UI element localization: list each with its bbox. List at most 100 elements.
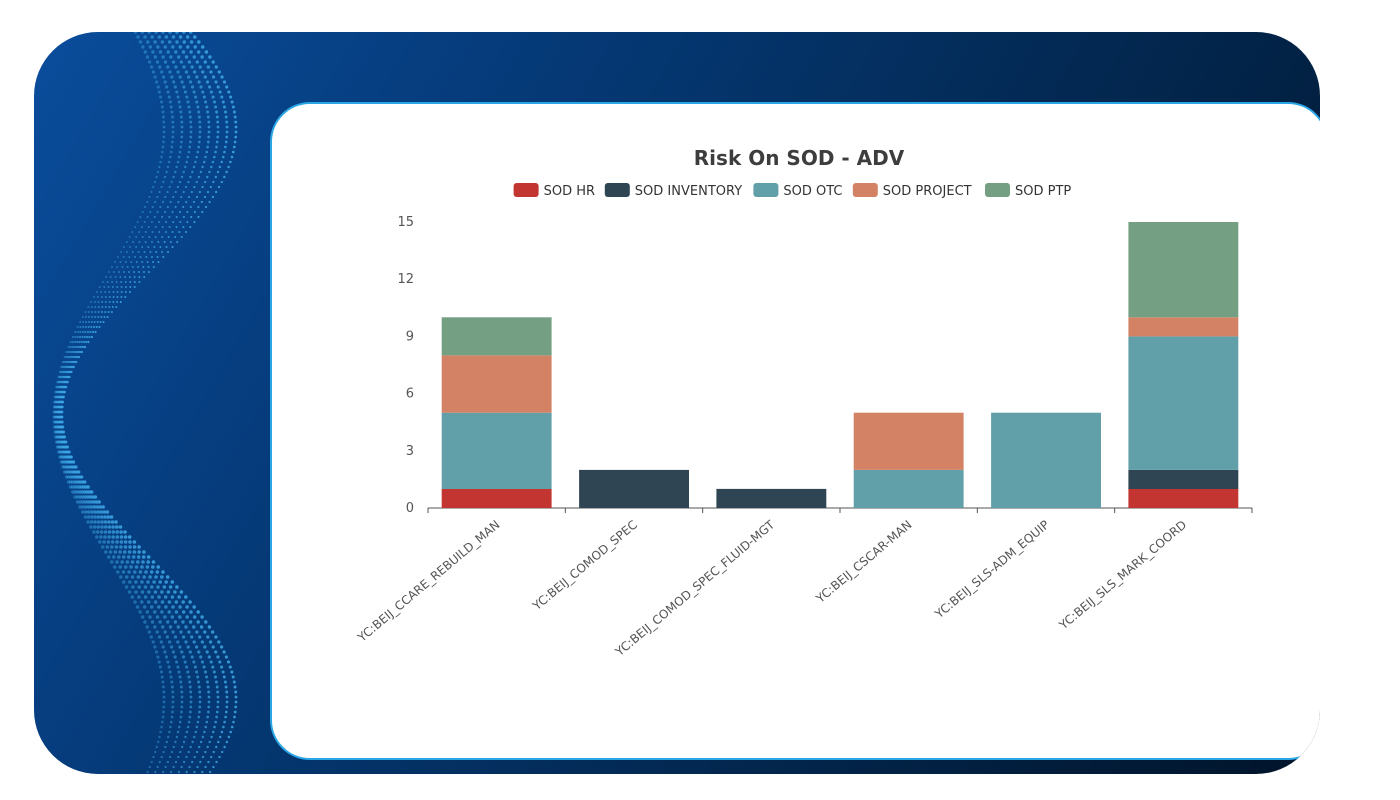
bar-segment[interactable] [441, 317, 552, 356]
wave-dot [69, 350, 72, 354]
wave-dot [165, 245, 168, 249]
wave-dot [171, 705, 175, 709]
wave-dot [218, 660, 222, 664]
wave-dot [110, 545, 114, 549]
wave-dot [198, 745, 201, 749]
wave-dot [78, 335, 82, 339]
wave-dot [230, 725, 234, 729]
wave-dot [189, 705, 193, 709]
wave-dot [108, 295, 111, 299]
wave-dot [149, 635, 153, 639]
wave-dot [97, 315, 100, 319]
wave-dot [222, 650, 226, 654]
legend-item[interactable]: SOD OTC [753, 183, 843, 199]
wave-dot [166, 90, 170, 94]
wave-dot [166, 165, 170, 169]
wave-dot [60, 415, 64, 419]
wave-dot [71, 335, 74, 339]
wave-dot [159, 160, 162, 164]
wave-dot [103, 535, 107, 539]
wave-dot [93, 300, 96, 304]
wave-dot [174, 65, 178, 69]
bar-segment[interactable] [579, 469, 689, 508]
wave-dot [147, 266, 150, 268]
bar-segment[interactable] [1128, 317, 1239, 337]
wave-dot [67, 355, 70, 359]
wave-dot [198, 710, 201, 714]
wave-dot [107, 310, 110, 314]
bar-segment[interactable] [1128, 488, 1239, 508]
wave-dot [137, 585, 141, 589]
wave-dot [187, 150, 191, 154]
legend-item[interactable]: SOD INVENTORY [604, 183, 742, 199]
wave-dot [115, 281, 118, 283]
wave-dot [94, 305, 97, 309]
wave-dot [171, 630, 175, 634]
bar-segment[interactable] [441, 412, 552, 489]
wave-dot [223, 105, 226, 109]
wave-dot [172, 80, 176, 84]
wave-dot [175, 215, 178, 219]
wave-dot [161, 250, 164, 254]
wave-dot [74, 355, 77, 359]
bar-segment[interactable] [1128, 336, 1239, 470]
wave-dot [105, 545, 110, 549]
wave-dot [184, 55, 189, 59]
wave-dot [74, 350, 78, 354]
wave-dot [108, 271, 110, 273]
wave-dot [180, 125, 184, 129]
wave-dot [65, 445, 70, 449]
wave-dot [179, 750, 182, 754]
wave-dot [90, 335, 93, 339]
wave-dot [195, 725, 199, 729]
bar-segment[interactable] [991, 412, 1101, 508]
bar-segment[interactable] [853, 469, 964, 508]
wave-dot [193, 45, 197, 49]
wave-dot [174, 610, 179, 614]
wave-dot [148, 765, 151, 769]
wave-dot [229, 160, 232, 164]
wave-dot [201, 770, 204, 774]
legend-item[interactable]: SOD PTP [985, 183, 1071, 199]
wave-dot [166, 760, 170, 764]
wave-dot [221, 750, 224, 754]
wave-dot [135, 235, 138, 239]
legend-item[interactable]: SOD PROJECT [852, 183, 972, 199]
wave-dot [171, 140, 174, 144]
wave-dot [71, 350, 74, 354]
bar-segment[interactable] [441, 488, 552, 508]
wave-dot [179, 60, 184, 64]
wave-dot [143, 595, 148, 599]
wave-dot [145, 610, 150, 614]
wave-dot [140, 32, 145, 34]
wave-dot [133, 281, 136, 283]
wave-dot [162, 125, 166, 129]
wave-dot [166, 620, 170, 624]
wave-dot [95, 530, 100, 534]
wave-dot [156, 255, 159, 259]
wave-dot [92, 330, 95, 334]
wave-dot [224, 710, 228, 714]
wave-dot [132, 240, 135, 244]
wave-dot [116, 295, 119, 299]
wave-dot [160, 70, 164, 74]
wave-dot [68, 375, 71, 379]
wave-dot [101, 300, 104, 304]
wave-dot [169, 645, 174, 649]
bar-segment[interactable] [1128, 222, 1239, 318]
legend-swatch [604, 183, 630, 197]
wave-dot [213, 725, 216, 729]
bar-segment[interactable] [1128, 469, 1239, 489]
wave-dot [166, 590, 171, 594]
wave-dot [191, 760, 194, 764]
wave-dot [153, 180, 157, 184]
wave-dot [166, 660, 170, 664]
wave-dot [215, 110, 219, 114]
wave-dot [138, 240, 141, 244]
bar-segment[interactable] [441, 355, 552, 413]
wave-dot [197, 650, 201, 654]
bar-segment[interactable] [853, 412, 964, 470]
legend-item[interactable]: SOD HR [513, 183, 595, 199]
bar-segment[interactable] [716, 488, 827, 508]
wave-dot [108, 550, 113, 554]
